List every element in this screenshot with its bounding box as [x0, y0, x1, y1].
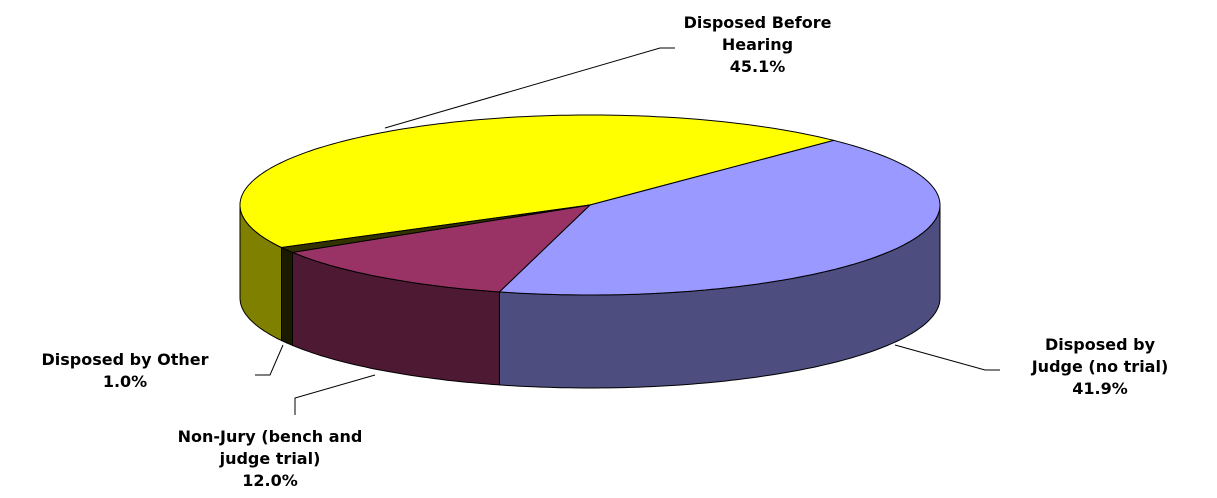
value-label: 1.0% [102, 372, 148, 391]
slice-label: Disposed by Other 1.0% [0, 349, 250, 393]
value-label: 41.9% [1072, 379, 1128, 398]
leader-line [294, 374, 376, 415]
slice-sides [239, 204, 941, 389]
category-label: Disposed Before Hearing [683, 13, 832, 54]
slice [498, 139, 941, 296]
value-label: 12.0% [242, 471, 298, 490]
leader-line [255, 344, 284, 376]
slice [290, 204, 592, 293]
slice-label: Disposed Before Hearing 45.1% [670, 12, 845, 78]
slice-side [281, 246, 293, 347]
slice-label: Non-Jury (bench and judge trial) 12.0% [175, 426, 365, 492]
leader-line [384, 47, 675, 129]
category-label: Disposed by Judge (no trial) [1031, 335, 1169, 376]
category-label: Disposed by Other [41, 350, 209, 369]
slice [239, 114, 834, 249]
leader-line [894, 344, 1000, 371]
slice-label: Disposed by Judge (no trial) 41.9% [1000, 334, 1200, 400]
value-label: 45.1% [729, 57, 786, 76]
slice [279, 204, 591, 253]
category-label: Non-Jury (bench and judge trial) [177, 427, 363, 468]
